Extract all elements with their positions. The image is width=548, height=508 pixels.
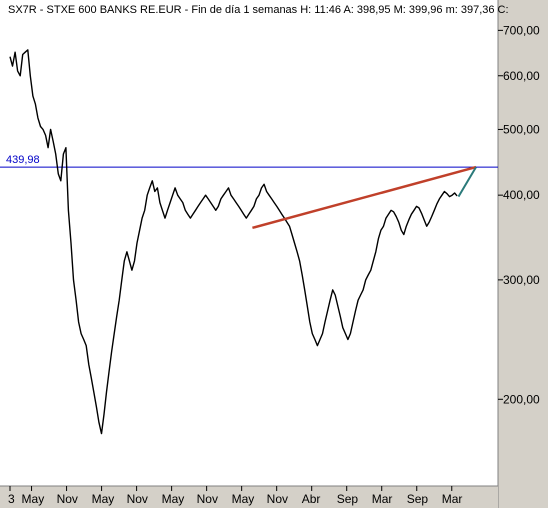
time-tick-label: 3 [8, 492, 15, 506]
time-tick-label: May [92, 492, 115, 506]
trendline-teal [457, 166, 477, 198]
time-axis-panel [0, 486, 498, 508]
time-tick-label: Mar [442, 492, 463, 506]
price-axis-panel [498, 0, 548, 508]
time-tick-label: May [162, 492, 185, 506]
level-label: 439,98 [6, 154, 40, 166]
price-series [9, 49, 458, 435]
price-tick-label: 600,00 [503, 69, 540, 83]
chart-header: SX7R - STXE 600 BANKS RE.EUR - Fin de dí… [8, 4, 509, 16]
time-tick-label: Nov [57, 492, 78, 506]
price-tick-label: 500,00 [503, 122, 540, 136]
price-axis-ticks: 700,00 600,00 500,00 400,00 300,00 200,00 [498, 23, 540, 406]
time-axis-ticks: 3 May Nov May Nov May Nov May Nov Abr Sep Mar Sep Mar [8, 486, 462, 506]
time-tick-label: Abr [302, 492, 321, 506]
price-tick-label: 400,00 [503, 188, 540, 202]
time-tick-label: Nov [127, 492, 148, 506]
price-tick-label: 700,00 [503, 23, 540, 37]
time-tick-label: May [22, 492, 45, 506]
time-tick-label: Nov [197, 492, 218, 506]
time-tick-label: Sep [407, 492, 429, 506]
trendlines [252, 165, 477, 230]
time-tick-label: Mar [372, 492, 393, 506]
trendline-red [252, 165, 477, 230]
price-tick-label: 200,00 [503, 392, 540, 406]
time-tick-label: Nov [267, 492, 288, 506]
time-tick-label: May [232, 492, 255, 506]
price-tick-label: 300,00 [503, 273, 540, 287]
time-tick-label: Sep [337, 492, 359, 506]
price-line [9, 49, 458, 435]
